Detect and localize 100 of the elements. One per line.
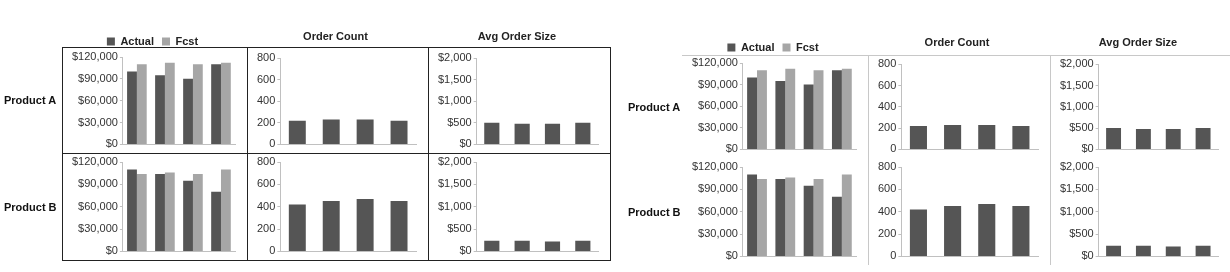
bar: [803, 84, 814, 149]
y-tick-label: $90,000: [698, 77, 738, 90]
y-tick-label: $0: [1081, 142, 1094, 155]
y-tick-label: $2,000: [1059, 57, 1094, 70]
y-tick-label: 0: [890, 142, 897, 155]
y-tick-label: $0: [725, 142, 738, 155]
bar: [164, 62, 175, 144]
y-tick-label: $120,000: [691, 56, 738, 69]
y-tick-label: 400: [256, 199, 276, 212]
y-tick-label: $0: [1081, 249, 1094, 262]
y-tick-label: $0: [725, 249, 738, 262]
y-tick-label: 600: [256, 72, 276, 85]
bar: [831, 196, 842, 256]
y-tick-label: $500: [447, 115, 472, 128]
y-tick-label: $1,000: [437, 199, 472, 212]
y-tick-label: $30,000: [78, 115, 118, 128]
bar: [127, 71, 137, 144]
y-tick-label: 400: [256, 94, 276, 107]
bar: [220, 62, 231, 144]
y-axis-title: Product B: [4, 200, 57, 213]
y-tick-label: $60,000: [698, 204, 738, 217]
y-tick-label: 200: [877, 121, 897, 134]
y-tick-label: $2,000: [437, 51, 472, 64]
y-axis-title: Product B: [628, 205, 681, 218]
y-tick-label: 800: [877, 160, 897, 173]
bar: [127, 169, 137, 251]
chart-title: Order Count: [924, 35, 990, 48]
y-tick-label: $0: [459, 244, 472, 257]
bar: [747, 77, 758, 149]
y-tick-label: 0: [269, 137, 276, 150]
y-tick-label: $120,000: [71, 155, 118, 168]
y-tick-label: $500: [447, 222, 472, 235]
bar: [813, 178, 824, 256]
bar: [192, 173, 203, 251]
y-tick-label: $90,000: [78, 177, 118, 190]
bar: [136, 173, 147, 251]
y-tick-label: $120,000: [71, 50, 118, 63]
y-tick-label: $1,500: [1059, 182, 1094, 195]
y-tick-label: 600: [256, 177, 276, 190]
y-tick-label: 800: [256, 51, 276, 64]
y-tick-label: $60,000: [78, 199, 118, 212]
y-tick-label: 200: [256, 115, 276, 128]
y-tick-label: $0: [105, 137, 118, 150]
chart-title: Avg Order Size: [1098, 35, 1178, 48]
bar: [211, 191, 221, 251]
y-tick-label: $0: [459, 137, 472, 150]
y-tick-label: 600: [877, 182, 897, 195]
y-tick-label: 200: [877, 227, 897, 240]
bar: [136, 64, 147, 144]
bar: [803, 185, 814, 256]
y-tick-label: $30,000: [698, 227, 738, 240]
y-tick-label: 0: [890, 249, 897, 262]
bar: [831, 70, 842, 149]
bar: [757, 178, 767, 256]
bar: [183, 78, 193, 144]
legend-label: Actual: [120, 34, 155, 47]
bar: [220, 169, 231, 251]
y-tick-label: 0: [269, 244, 276, 257]
y-tick-label: $2,000: [1059, 160, 1094, 173]
y-tick-label: $1,500: [437, 72, 472, 85]
y-tick-label: $0: [105, 244, 118, 257]
y-tick-label: 800: [877, 57, 897, 70]
y-tick-label: $60,000: [78, 93, 118, 106]
bar: [747, 174, 758, 256]
bar: [155, 75, 165, 144]
legend-label: Fcst: [175, 34, 199, 47]
bar: [785, 177, 796, 256]
y-tick-label: $30,000: [698, 120, 738, 133]
y-axis-title: Product A: [4, 94, 57, 106]
bar: [775, 178, 786, 256]
y-tick-label: $1,500: [437, 177, 472, 190]
bar: [155, 173, 165, 251]
y-tick-label: $30,000: [78, 222, 118, 235]
bar: [775, 81, 786, 149]
bar: [785, 68, 796, 149]
y-tick-label: $1,000: [1059, 204, 1094, 217]
chart-title: Avg Order Size: [477, 29, 557, 42]
legend-label: Actual: [740, 40, 775, 53]
bar: [183, 180, 193, 251]
y-tick-label: $90,000: [698, 182, 738, 195]
y-tick-label: 800: [256, 155, 276, 168]
y-tick-label: $1,000: [437, 94, 472, 107]
y-tick-label: 200: [256, 222, 276, 235]
y-tick-label: 400: [877, 99, 897, 112]
y-tick-label: $1,500: [1059, 78, 1094, 91]
y-tick-label: $1,000: [1059, 99, 1094, 112]
y-tick-label: $60,000: [698, 99, 738, 112]
bar: [757, 70, 767, 149]
bar: [841, 174, 852, 256]
y-tick-label: 600: [877, 78, 897, 91]
bar: [841, 68, 852, 149]
chart-title: Order Count: [303, 29, 369, 42]
y-tick-label: $120,000: [691, 160, 738, 173]
y-tick-label: $500: [1069, 227, 1094, 240]
bar: [192, 64, 203, 144]
y-tick-label: $500: [1069, 121, 1094, 134]
bar: [813, 70, 824, 149]
y-tick-label: $2,000: [437, 155, 472, 168]
bar: [164, 172, 175, 251]
y-tick-label: 400: [877, 204, 897, 217]
